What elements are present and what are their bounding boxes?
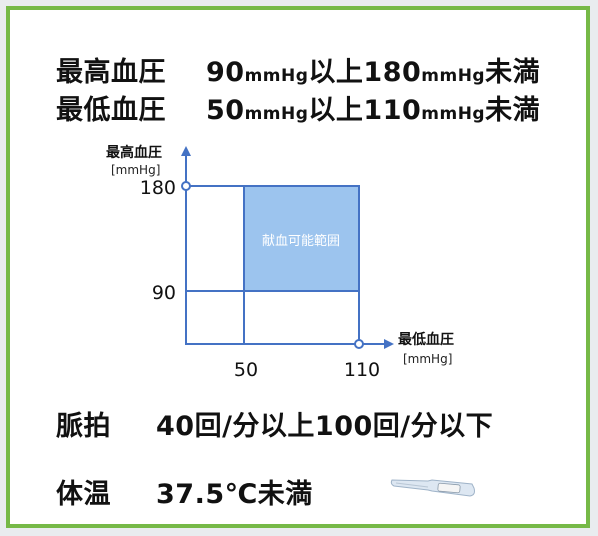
pulse-label: 脈拍 <box>56 411 111 442</box>
temperature-text: 37.5℃未満 <box>156 479 313 510</box>
diastolic-criteria: 最低血圧 50mmHg以上110mmHg未満 <box>56 88 540 127</box>
diastolic-unit-1: mmHg <box>244 104 309 124</box>
y-axis-label: 最高血圧 <box>106 144 162 161</box>
systolic-min: 90 <box>206 57 245 88</box>
y-tick-90: 90 <box>152 282 176 304</box>
y-180-marker <box>181 181 191 191</box>
y-axis-unit: [mmHg] <box>111 163 160 177</box>
systolic-max: 180 <box>363 57 422 88</box>
x-tick-110: 110 <box>344 359 380 381</box>
thermometer-icon <box>390 479 475 497</box>
temperature-label: 体温 <box>56 479 111 510</box>
x-tick-50: 50 <box>234 359 258 381</box>
eligible-region <box>243 185 360 292</box>
systolic-mid: 以上 <box>308 57 364 88</box>
diastolic-suffix: 未満 <box>485 95 541 126</box>
region-label: 献血可能範囲 <box>262 234 340 249</box>
x-axis-label: 最低血圧 <box>398 331 454 348</box>
diastolic-unit-2: mmHg <box>421 104 486 124</box>
y-tick-180: 180 <box>140 177 176 199</box>
systolic-unit-1: mmHg <box>244 66 309 86</box>
y-axis-arrow <box>181 146 191 156</box>
systolic-unit-2: mmHg <box>421 66 486 86</box>
x-axis-unit: [mmHg] <box>403 352 452 366</box>
temperature-criteria: 体温 37.5℃未満 <box>56 472 313 511</box>
systolic-criteria: 最高血圧 90mmHg以上180mmHg未満 <box>56 50 540 89</box>
pulse-text: 40回/分以上100回/分以下 <box>156 411 494 442</box>
pulse-criteria: 脈拍 40回/分以上100回/分以下 <box>56 404 493 443</box>
systolic-suffix: 未満 <box>485 57 541 88</box>
x-axis-arrow <box>384 339 394 349</box>
blood-pressure-diagram: 献血可能範囲 最高血圧 [mmHg] 最低血圧 [mmHg] 180 90 50… <box>106 144 454 381</box>
diastolic-mid: 以上 <box>308 95 364 126</box>
diastolic-max: 110 <box>363 95 422 126</box>
diastolic-label: 最低血圧 <box>56 95 166 126</box>
x-110-marker <box>354 339 364 349</box>
diastolic-min: 50 <box>206 95 245 126</box>
systolic-label: 最高血圧 <box>56 57 166 88</box>
